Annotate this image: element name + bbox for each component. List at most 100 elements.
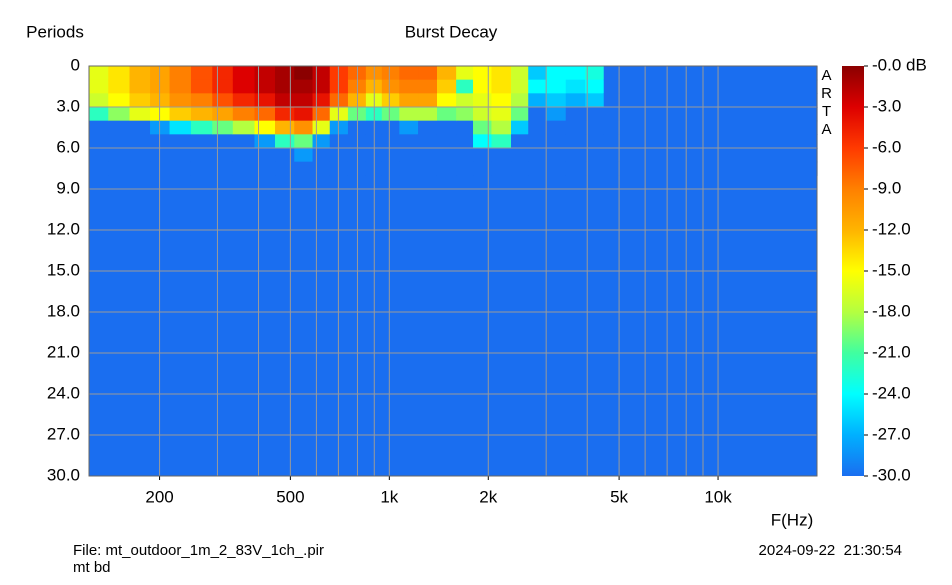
colorbar-tick-label: -6.0 [872,137,901,156]
heat-cell [150,93,171,108]
heat-cell [381,107,400,122]
heat-cell [603,134,818,149]
heat-cell [312,148,331,163]
heat-cell [456,148,474,163]
heat-cell [254,93,276,108]
heat-cell [565,161,586,176]
heat-cell [169,107,192,122]
heat-cell [491,107,512,122]
colorbar-tick-label: -9.0 [872,178,901,197]
heat-cell [399,134,419,149]
heat-cell [232,93,256,108]
heat-cell [129,134,151,149]
heat-cell [275,107,295,122]
heat-cell [381,120,400,135]
heat-cell [511,148,529,163]
heat-cell [603,93,818,108]
heat-cell [585,107,605,122]
x-tick-label: 200 [145,487,173,506]
heat-cell [528,107,547,122]
heat-cell [108,93,131,108]
heat-cell [329,120,349,135]
heat-cell [329,134,349,149]
heat-cell [275,66,295,81]
heat-cell [294,134,314,149]
heat-cell [545,79,567,94]
colorbar-tick-label: -18.0 [872,301,911,320]
heat-cell [169,148,192,163]
heat-cell [150,79,171,94]
heat-cell [418,120,438,135]
heat-cell [89,93,109,108]
colorbar-tick-label: -24.0 [872,383,911,402]
heat-cell [108,148,131,163]
heat-cell [545,148,567,163]
heat-cell [108,161,131,176]
heat-cell [585,66,605,81]
heat-cell [528,134,547,149]
heat-cell [456,107,474,122]
heat-cell [190,93,213,108]
heat-cell [190,161,213,176]
heat-cell [545,93,567,108]
heat-cell [212,66,234,81]
heat-cell [381,93,400,108]
heat-cell [169,134,192,149]
heat-cell [129,79,151,94]
heat-cell [294,161,314,176]
colorbar-tick-label: -15.0 [872,260,911,279]
heat-cell [418,79,438,94]
heat-cell [312,134,331,149]
heat-cell [329,148,349,163]
heat-cell [585,161,605,176]
x-tick-label: 1k [380,487,398,506]
heat-cell [169,161,192,176]
colorbar [842,66,864,476]
heat-cell [275,148,295,163]
heat-cell [528,66,547,81]
heat-cell [565,79,586,94]
heat-cell [381,134,400,149]
heat-cell [212,148,234,163]
plot-frame [88,65,818,477]
heat-cell [473,66,493,81]
heat-cell [232,161,256,176]
heat-cell [456,66,474,81]
heat-cell [603,120,818,135]
heat-cell [129,93,151,108]
heat-cell [565,134,586,149]
x-tick-label: 2k [479,487,497,506]
heat-cell [212,107,234,122]
heat-cell [418,134,438,149]
heat-cell [456,134,474,149]
heat-cell [212,161,234,176]
heat-cell [329,107,349,122]
heat-cell [254,107,276,122]
heat-cell [129,148,151,163]
heat-cell [511,107,529,122]
heat-cell [312,66,331,81]
heat-cell [418,93,438,108]
heat-cell [254,120,276,135]
heat-cell [399,161,419,176]
heat-cell [399,120,419,135]
heat-cell [603,79,818,94]
heat-cell [528,120,547,135]
heat-cell [491,161,512,176]
heat-cell [418,66,438,81]
x-axis-label: F(Hz) [771,510,813,529]
heat-cell [108,120,131,135]
heat-cell [545,107,567,122]
heat-cell [275,93,295,108]
y-tick-label: 21.0 [47,342,80,361]
heat-cell [399,148,419,163]
heat-cell [473,148,493,163]
y-tick-label: 6.0 [56,137,80,156]
heat-cell [473,161,493,176]
heat-cell [603,107,818,122]
heat-cell [603,148,818,163]
heat-cell [585,93,605,108]
heat-cell [108,79,131,94]
heat-cell [254,79,276,94]
y-tick-label: 12.0 [47,219,80,238]
